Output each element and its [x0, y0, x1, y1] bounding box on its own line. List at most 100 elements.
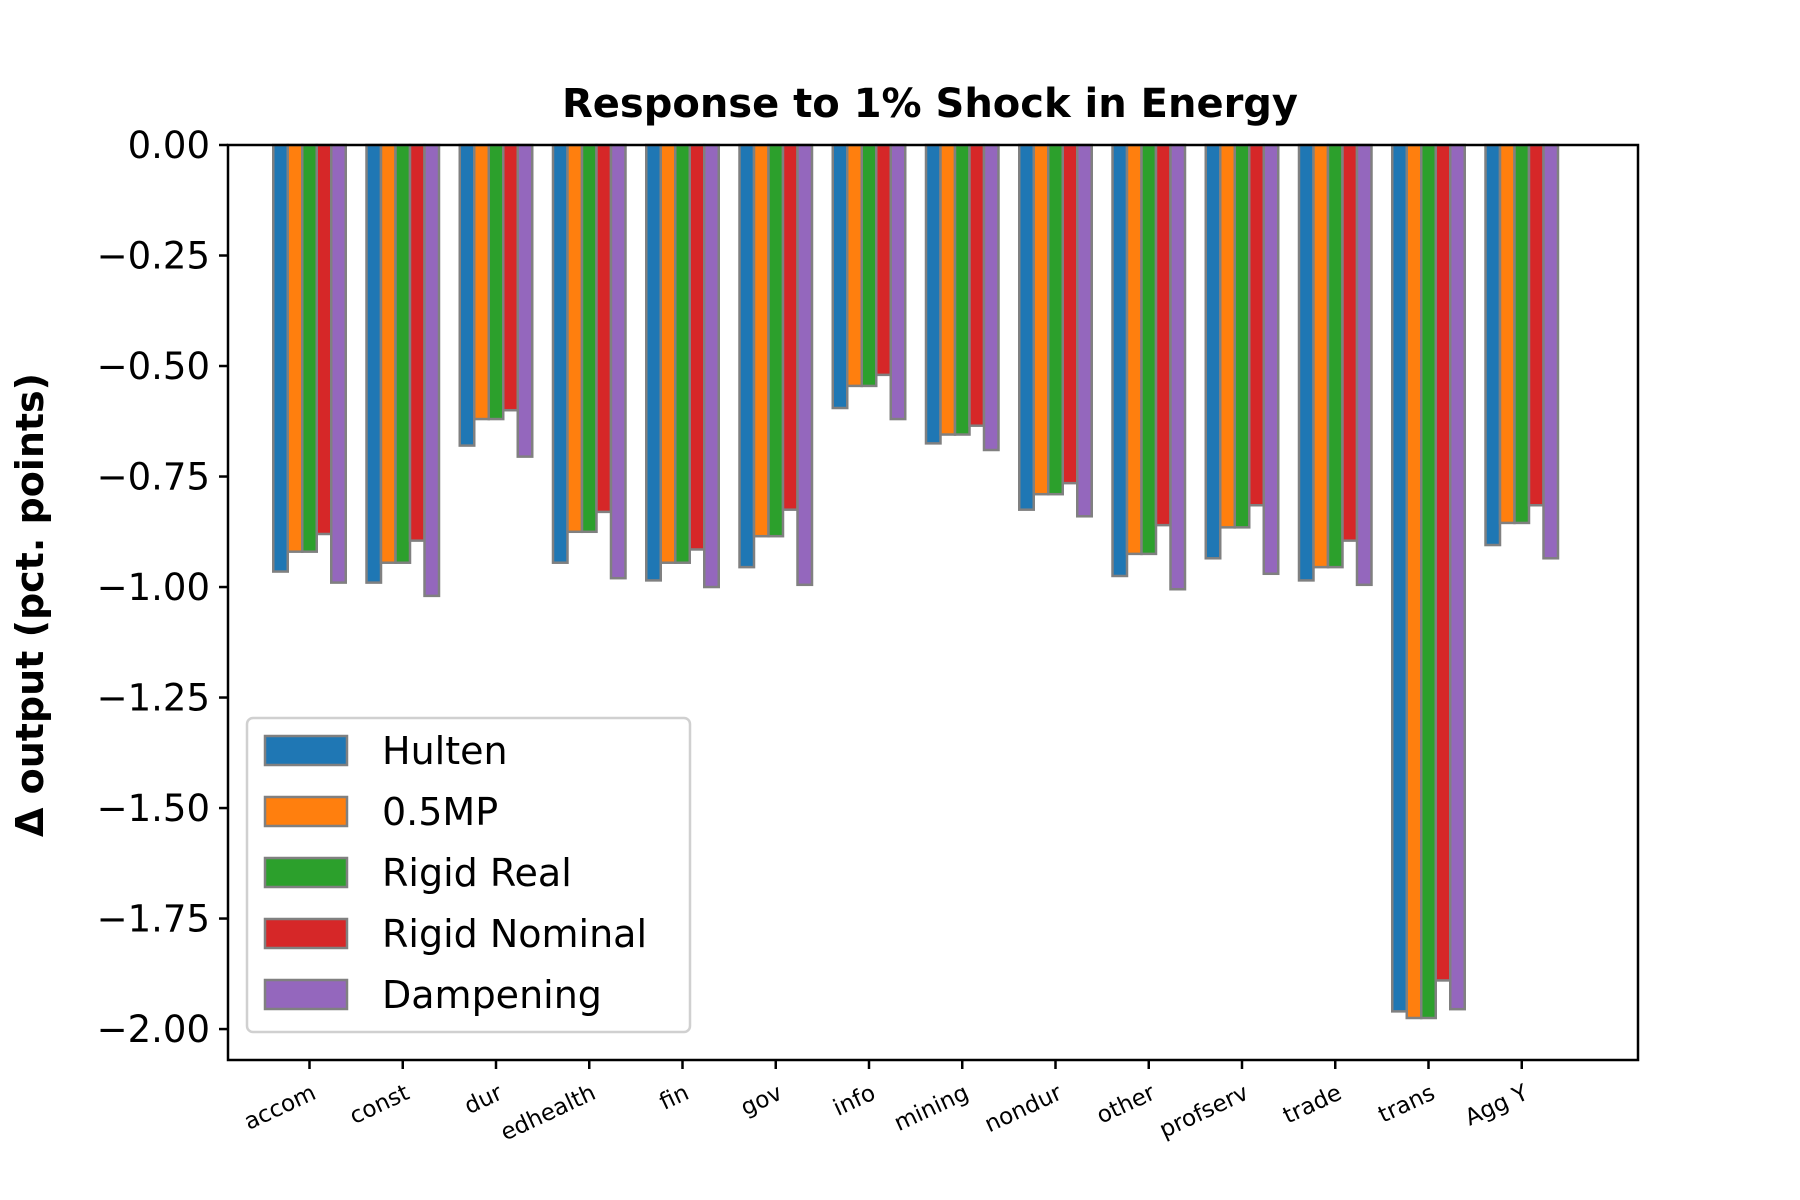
bar-gov-0.5mp: [752, 143, 770, 538]
bar-trans-0.5mp: [1405, 143, 1423, 1020]
bar-gov-hulten: [738, 143, 756, 569]
bar-agg-y-dampening: [1542, 143, 1560, 560]
bar-other-0.5mp: [1125, 143, 1143, 556]
bar-trade-hulten: [1297, 143, 1315, 582]
legend-swatch-0.5mp: [263, 795, 349, 828]
bar-nondur-rigid-nominal: [1061, 143, 1079, 485]
bar-agg-y-hulten: [1484, 143, 1502, 547]
bar-const-hulten: [365, 143, 383, 584]
bar-mining-dampening: [982, 143, 1000, 452]
y-tick-label: −0.25: [97, 235, 210, 278]
bar-info-rigid-real: [860, 143, 878, 388]
bar-trans-rigid-nominal: [1434, 143, 1452, 982]
legend-label: Hulten: [382, 729, 508, 773]
bar-nondur-rigid-real: [1047, 143, 1064, 496]
bar-accom-0.5mp: [286, 143, 304, 553]
bar-info-dampening: [889, 143, 907, 421]
bar-gov-rigid-nominal: [781, 143, 799, 511]
bar-accom-hulten: [272, 143, 289, 573]
y-tick-label: −1.50: [97, 787, 210, 830]
bar-fin-rigid-nominal: [688, 143, 706, 551]
bar-other-hulten: [1111, 143, 1129, 578]
bar-edhealth-rigid-real: [580, 143, 598, 534]
bar-trade-dampening: [1355, 143, 1373, 587]
x-tick-label: info: [829, 1080, 879, 1122]
x-tick-label: Agg Y: [1461, 1079, 1533, 1131]
bar-dur-0.5mp: [473, 143, 490, 421]
bar-profserv-0.5mp: [1219, 143, 1236, 529]
x-tick-label: other: [1093, 1080, 1160, 1130]
legend-swatch-rigid-real: [263, 856, 349, 889]
bar-edhealth-hulten: [551, 143, 569, 564]
bar-trade-rigid-nominal: [1341, 143, 1359, 542]
bar-mining-rigid-nominal: [968, 143, 986, 427]
bar-dur-rigid-nominal: [502, 143, 519, 412]
legend-label: 0.5MP: [382, 790, 498, 834]
bar-info-0.5mp: [846, 143, 863, 388]
bar-trans-rigid-real: [1420, 143, 1437, 1020]
bar-const-dampening: [423, 143, 441, 598]
bar-mining-0.5mp: [939, 143, 957, 436]
bar-other-dampening: [1169, 143, 1187, 591]
bar-trade-rigid-real: [1326, 143, 1344, 569]
legend-label: Dampening: [382, 973, 602, 1017]
bar-profserv-rigid-nominal: [1248, 143, 1265, 507]
legend-box: [245, 716, 692, 1034]
bar-trans-dampening: [1449, 143, 1466, 1011]
x-tick-label: dur: [461, 1080, 507, 1120]
bar-const-0.5mp: [379, 143, 397, 564]
legend: Hulten 0.5MP Rigid Real Rigid Nominal Dampen…: [245, 716, 692, 1034]
bar-trade-0.5mp: [1312, 143, 1330, 569]
bar-nondur-hulten: [1018, 143, 1035, 511]
x-tick-label: const: [346, 1080, 413, 1130]
bar-dur-hulten: [458, 143, 476, 447]
bar-profserv-dampening: [1262, 143, 1280, 576]
x-tick-label: accom: [240, 1080, 320, 1136]
bars-layer: [272, 143, 1560, 1020]
bar-fin-rigid-real: [674, 143, 691, 564]
bar-mining-rigid-real: [953, 143, 971, 436]
bar-fin-dampening: [703, 143, 720, 589]
legend-label: Rigid Real: [382, 851, 572, 895]
bar-accom-rigid-real: [301, 143, 318, 553]
bar-edhealth-dampening: [609, 143, 627, 580]
bar-mining-hulten: [924, 143, 942, 445]
x-tick-label: fin: [656, 1080, 693, 1116]
bar-edhealth-0.5mp: [566, 143, 584, 534]
legend-label: Rigid Nominal: [382, 912, 647, 956]
bar-nondur-dampening: [1076, 143, 1093, 518]
bar-fin-hulten: [645, 143, 662, 582]
x-tick-label: edhealth: [497, 1080, 600, 1146]
x-tick-label: nondur: [981, 1080, 1067, 1138]
bar-info-rigid-nominal: [875, 143, 892, 377]
bar-gov-dampening: [796, 143, 814, 587]
bar-profserv-hulten: [1204, 143, 1222, 560]
y-tick-label: −2.00: [97, 1008, 210, 1051]
x-tick-label: profserv: [1156, 1080, 1253, 1144]
legend-swatch-dampening: [263, 978, 349, 1011]
bar-accom-dampening: [330, 143, 347, 584]
chart-title: Response to 1% Shock in Energy: [562, 81, 1298, 127]
plot-frame: [226, 143, 1640, 1062]
bar-fin-0.5mp: [659, 143, 677, 564]
y-axis-label: Δ output (pct. points): [8, 373, 52, 837]
bar-info-hulten: [831, 143, 849, 410]
bar-edhealth-rigid-nominal: [595, 143, 613, 514]
bar-other-rigid-real: [1140, 143, 1158, 556]
bar-agg-y-rigid-real: [1513, 143, 1531, 525]
bar-accom-rigid-nominal: [315, 143, 333, 536]
x-tick-label: mining: [890, 1080, 973, 1137]
y-tick-label: −1.00: [97, 566, 210, 609]
y-tick-label: −0.75: [97, 456, 210, 499]
y-axis: 0.00 −0.25 −0.50 −0.75 −1.00 −1.25 −1.50 −1.75 −…: [97, 124, 228, 1051]
x-tick-label: trade: [1279, 1080, 1346, 1129]
y-tick-label: −1.75: [97, 898, 210, 941]
bar-agg-y-0.5mp: [1498, 143, 1516, 525]
legend-swatch-rigid-nominal: [263, 917, 349, 950]
y-tick-label: −0.50: [97, 345, 210, 388]
bar-dur-rigid-real: [487, 143, 505, 421]
bar-trans-hulten: [1391, 143, 1408, 1013]
bar-nondur-0.5mp: [1032, 143, 1050, 496]
